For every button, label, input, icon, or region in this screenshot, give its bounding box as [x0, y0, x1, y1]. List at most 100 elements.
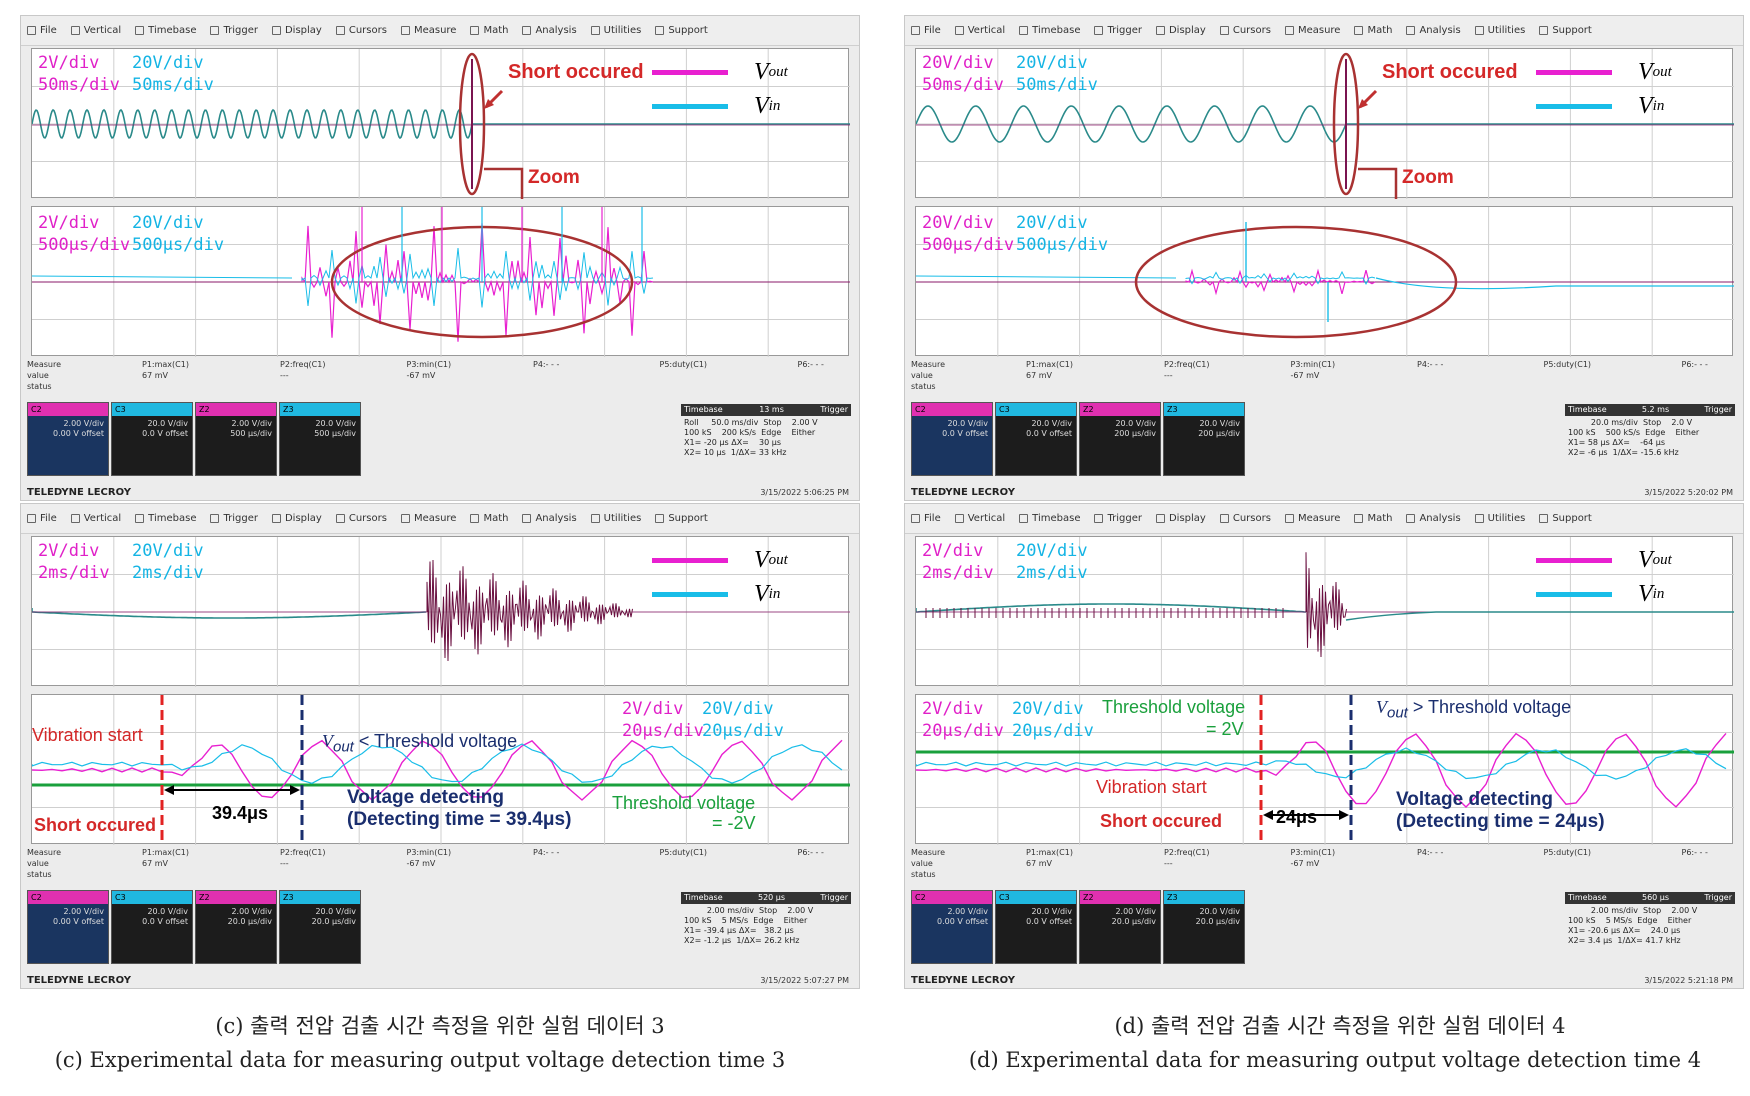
channel-box-c3[interactable]: C3 20.0 V/div 0.0 V offset — [995, 890, 1077, 964]
menu-support[interactable]: Support — [1539, 513, 1592, 524]
menu-display[interactable]: Display — [271, 25, 322, 36]
menu-file[interactable]: File — [27, 513, 57, 524]
channel-box-c2[interactable]: C2 2.00 V/div 0.00 V offset — [27, 890, 109, 964]
zoom-vout-vdiv: 2V/div — [922, 699, 984, 719]
menu-math[interactable]: Math — [470, 513, 508, 524]
channel-box-z2[interactable]: Z2 2.00 V/div 20.0 μs/div — [195, 890, 277, 964]
support-icon — [655, 514, 665, 523]
trigger-icon — [210, 514, 220, 523]
interval-arrowheads — [1263, 810, 1349, 820]
menu-trigger[interactable]: Trigger — [210, 513, 258, 524]
menu-display[interactable]: Display — [1155, 25, 1206, 36]
menu-vertical[interactable]: Vertical — [954, 25, 1005, 36]
analysis-icon — [522, 26, 532, 35]
channel-descriptors[interactable]: C2 2.00 V/div 0.00 V offset C3 20.0 V/div 0… — [27, 402, 363, 476]
menu-utilities[interactable]: Utilities — [590, 25, 641, 36]
timebase-trigger-box[interactable]: Timebase 520 μs Trigger 2.00 ms/div Stop 2… — [681, 892, 851, 956]
scope-menubar: File Vertical Timebase Trigger Display Cursor… — [21, 16, 859, 46]
timebase-trigger-box[interactable]: Timebase 13 ms Trigger Roll 50.0 ms/div Sto… — [681, 404, 851, 468]
menu-display[interactable]: Display — [1155, 513, 1206, 524]
short-highlight-ellipse — [1332, 52, 1360, 196]
vin-after-trace — [1345, 611, 1734, 621]
menu-math[interactable]: Math — [1354, 25, 1392, 36]
timebase-title: Timebase — [1568, 405, 1607, 414]
channel-box-c2[interactable]: C2 2.00 V/div 0.00 V offset — [27, 402, 109, 476]
utilities-icon — [1474, 26, 1484, 35]
detecting-time-label: (Detecting time = 39.4μs) — [347, 809, 572, 830]
legend-subscript: out — [768, 64, 788, 80]
menu-timebase[interactable]: Timebase — [135, 513, 196, 524]
menu-support[interactable]: Support — [1539, 25, 1592, 36]
menu-timebase[interactable]: Timebase — [1019, 513, 1080, 524]
menu-timebase[interactable]: Timebase — [135, 25, 196, 36]
channel-box-z2[interactable]: Z2 20.0 V/div 200 μs/div — [1079, 402, 1161, 476]
menu-cursors[interactable]: Cursors — [1219, 513, 1271, 524]
channel-box-z3[interactable]: Z3 20.0 V/div 200 μs/div — [1163, 402, 1245, 476]
menu-trigger[interactable]: Trigger — [1094, 513, 1142, 524]
menu-file[interactable]: File — [27, 25, 57, 36]
channel-box-c2[interactable]: C2 20.0 V/div 0.0 V offset — [911, 402, 993, 476]
menu-analysis[interactable]: Analysis — [522, 25, 577, 36]
menu-utilities[interactable]: Utilities — [1474, 513, 1525, 524]
menu-file[interactable]: File — [911, 25, 941, 36]
menu-math[interactable]: Math — [1354, 513, 1392, 524]
top-vin-tdiv: 50ms/div — [132, 75, 214, 95]
menu-file[interactable]: File — [911, 513, 941, 524]
channel-descriptors[interactable]: C2 2.00 V/div 0.00 V offset C3 20.0 V/div 0… — [911, 890, 1247, 964]
menu-vertical[interactable]: Vertical — [954, 513, 1005, 524]
zoom-vout-tdiv: 20μs/div — [922, 721, 1004, 741]
measure-cell: P2:freq(C1) — [280, 360, 326, 369]
timebase-trigger-box[interactable]: Timebase 5.2 ms Trigger 20.0 ms/div Stop 2… — [1565, 404, 1735, 468]
caption-d-korean: (d) 출력 전압 검출 시간 측정을 위한 실험 데이터 4 — [1114, 1014, 1566, 1038]
menu-cursors[interactable]: Cursors — [1219, 25, 1271, 36]
menu-display[interactable]: Display — [271, 513, 322, 524]
vout-subscript: out — [333, 738, 354, 756]
menu-vertical[interactable]: Vertical — [70, 513, 121, 524]
menu-measure[interactable]: Measure — [400, 513, 456, 524]
timebase-trigger-box[interactable]: Timebase 560 μs Trigger 2.00 ms/div Stop 2… — [1565, 892, 1735, 956]
channel-box-c3[interactable]: C3 20.0 V/div 0.0 V offset — [111, 890, 193, 964]
zoom-vin-vdiv: 20V/div — [1012, 699, 1084, 719]
menu-measure[interactable]: Measure — [1284, 513, 1340, 524]
channel-box-z3[interactable]: Z3 20.0 V/div 20.0 μs/div — [279, 890, 361, 964]
menu-cursors[interactable]: Cursors — [335, 513, 387, 524]
menu-analysis[interactable]: Analysis — [1406, 25, 1461, 36]
menu-label: Timebase — [148, 25, 197, 36]
legend-swatch — [652, 558, 728, 563]
trigger-title: Trigger — [1704, 405, 1732, 414]
menu-label: File — [924, 25, 941, 36]
menu-support[interactable]: Support — [655, 513, 708, 524]
channel-box-z3[interactable]: Z3 20.0 V/div 500 μs/div — [279, 402, 361, 476]
menu-label: Analysis — [1419, 513, 1461, 524]
menu-utilities[interactable]: Utilities — [1474, 25, 1526, 36]
analysis-icon — [1406, 514, 1416, 523]
menu-vertical[interactable]: Vertical — [70, 25, 121, 36]
channel-box-c3[interactable]: C3 20.0 V/div 0.0 V offset — [111, 402, 193, 476]
menu-cursors[interactable]: Cursors — [335, 25, 387, 36]
legend-swatch — [1536, 592, 1612, 597]
menu-label: Trigger — [1107, 25, 1142, 36]
channel-header: Z2 — [1080, 403, 1160, 416]
menu-trigger[interactable]: Trigger — [1094, 25, 1142, 36]
menu-utilities[interactable]: Utilities — [590, 513, 641, 524]
timebase-value: 560 μs — [1641, 893, 1670, 902]
channel-box-z2[interactable]: Z2 2.00 V/div 500 μs/div — [195, 402, 277, 476]
channel-descriptors[interactable]: C2 2.00 V/div 0.00 V offset C3 20.0 V/div 0… — [27, 890, 363, 964]
menu-measure[interactable]: Measure — [1284, 25, 1340, 36]
menu-measure[interactable]: Measure — [400, 25, 456, 36]
menu-label: Utilities — [1487, 25, 1526, 36]
channel-box-c3[interactable]: C3 20.0 V/div 0.0 V offset — [995, 402, 1077, 476]
menu-math[interactable]: Math — [470, 25, 508, 36]
channel-box-c2[interactable]: C2 2.00 V/div 0.00 V offset — [911, 890, 993, 964]
menu-timebase[interactable]: Timebase — [1019, 25, 1080, 36]
channel-box-z3[interactable]: Z3 20.0 V/div 20.0 μs/div — [1163, 890, 1245, 964]
scope-grid — [32, 695, 850, 845]
menu-trigger[interactable]: Trigger — [210, 25, 258, 36]
menu-analysis[interactable]: Analysis — [522, 513, 577, 524]
menu-analysis[interactable]: Analysis — [1406, 513, 1461, 524]
channel-box-z2[interactable]: Z2 2.00 V/div 20.0 μs/div — [1079, 890, 1161, 964]
menu-support[interactable]: Support — [655, 25, 708, 36]
channel-descriptors[interactable]: C2 20.0 V/div 0.0 V offset C3 20.0 V/div 0.… — [911, 402, 1247, 476]
channel-settings: 20.0 V/div 0.0 V offset — [142, 419, 188, 438]
